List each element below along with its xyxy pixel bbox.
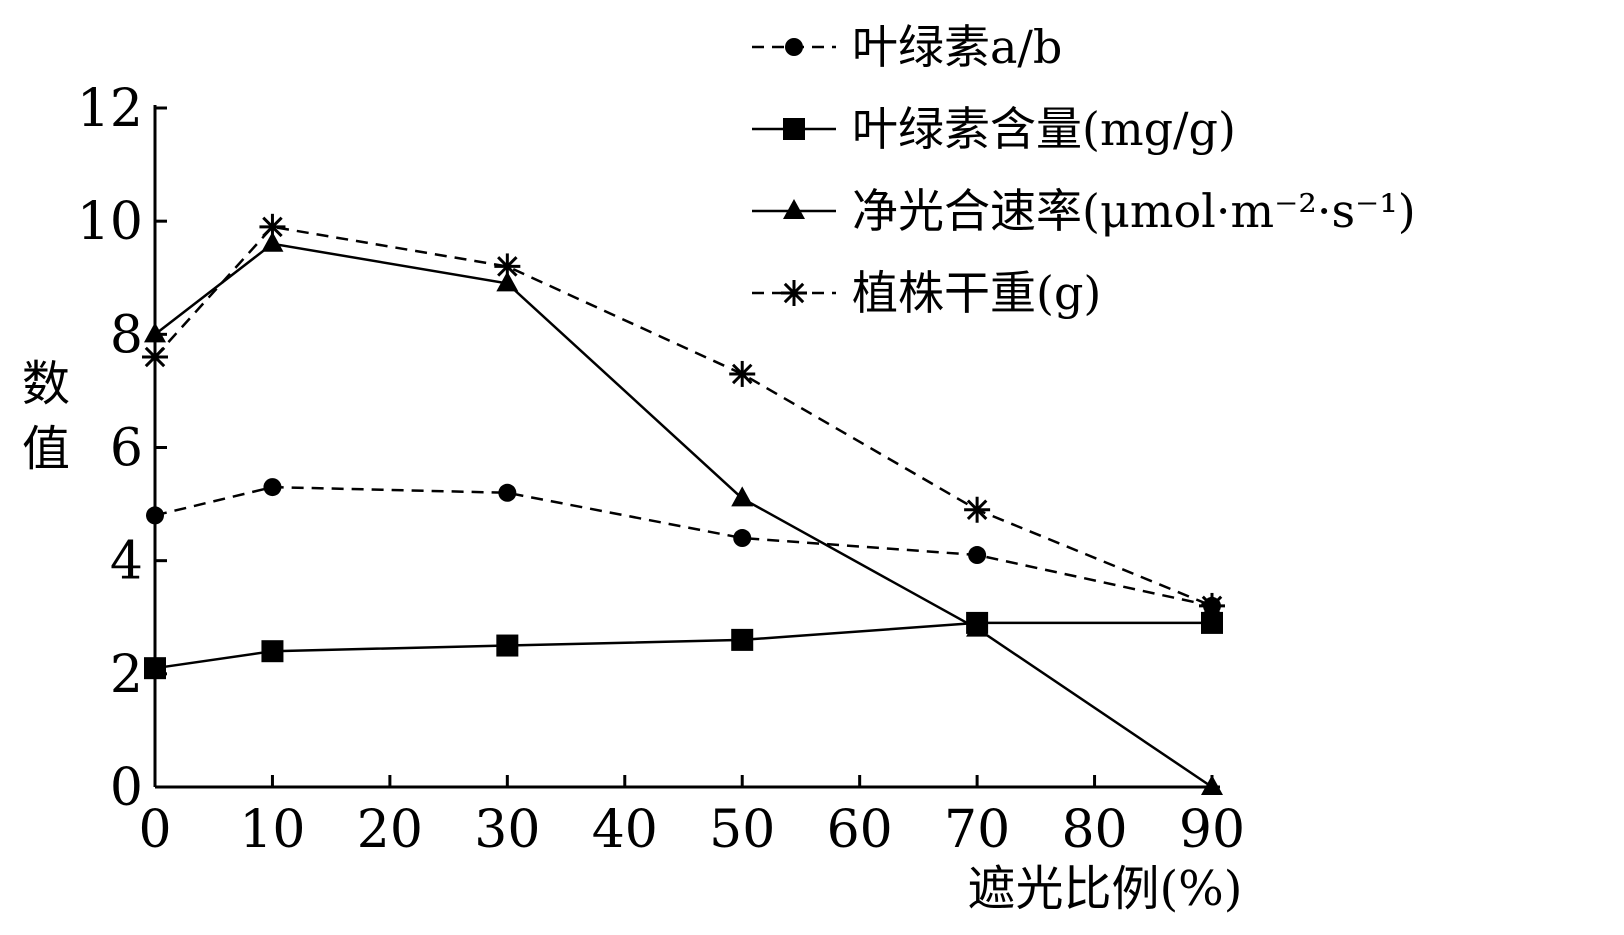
y-tick-label: 12 bbox=[77, 79, 143, 139]
legend-item-chl-content: 叶绿素含量(mg/g) bbox=[752, 102, 1236, 156]
chl-ab-ratio-line bbox=[154, 485, 1213, 608]
dry-weight-marker bbox=[259, 213, 286, 240]
net-photosynthesis-line bbox=[154, 242, 1213, 789]
legend-item-chl-ab-ratio: 叶绿素a/b bbox=[752, 20, 1062, 74]
legend-label: 叶绿素a/b bbox=[852, 20, 1062, 74]
legend: 叶绿素a/b 叶绿素含量(mg/g) 净光合速率(μmol·m⁻²·s⁻¹) 植株干重… bbox=[752, 20, 1416, 320]
asterisk-stroke bbox=[262, 216, 283, 238]
net-photosynthesis-marker bbox=[261, 231, 284, 252]
legend-net-photosynthesis-marker bbox=[783, 199, 805, 219]
x-tick-label: 50 bbox=[709, 800, 775, 860]
asterisk-stroke bbox=[497, 256, 518, 277]
x-tick-label: 80 bbox=[1061, 800, 1127, 860]
x-tick-label: 30 bbox=[474, 800, 540, 860]
x-tick-label: 60 bbox=[827, 800, 893, 860]
y-tick-label: 8 bbox=[110, 305, 143, 365]
dry-weight-marker bbox=[964, 496, 991, 523]
y-tick-label: 2 bbox=[110, 645, 143, 705]
x-axis-title: 遮光比例(%) bbox=[967, 861, 1242, 917]
legend-label: 净光合速率(μmol·m⁻²·s⁻¹) bbox=[852, 184, 1416, 238]
legend-label: 植株干重(g) bbox=[852, 266, 1101, 320]
axes: 数 值 遮光比例(%) 0 2 4 6 8 10 12 0 10 20 30 40 50 60 70 80 90 bbox=[22, 79, 1245, 917]
x-tick-label: 90 bbox=[1179, 800, 1245, 860]
legend-label: 叶绿素含量(mg/g) bbox=[852, 102, 1236, 156]
net-photosynthesis-marker bbox=[966, 616, 989, 637]
dry-weight-marker bbox=[729, 360, 756, 387]
asterisk-stroke bbox=[966, 499, 988, 520]
y-tick-label: 6 bbox=[110, 419, 143, 479]
legend-item-dry-weight: 植株干重(g) bbox=[752, 266, 1101, 320]
chl-content-marker bbox=[261, 640, 284, 663]
asterisk-stroke bbox=[1201, 595, 1223, 617]
y-tick-label: 10 bbox=[77, 192, 143, 252]
x-tick-label: 40 bbox=[592, 800, 658, 860]
legend-chl-ab-ratio-marker bbox=[785, 38, 803, 56]
chl-content-marker bbox=[731, 628, 754, 651]
legend-chl-content-marker bbox=[783, 118, 805, 140]
asterisk-stroke bbox=[731, 363, 753, 385]
chl-ab-ratio-marker bbox=[733, 529, 752, 548]
y-tick-label: 4 bbox=[110, 532, 143, 592]
chl-content-marker bbox=[1201, 611, 1223, 634]
asterisk-stroke bbox=[783, 282, 805, 304]
x-tick-label: 0 bbox=[138, 800, 171, 860]
y-tick-label: 0 bbox=[110, 758, 143, 818]
chl-content-marker bbox=[496, 634, 519, 657]
x-tick-label: 70 bbox=[944, 800, 1010, 860]
net-photosynthesis-marker bbox=[731, 486, 754, 507]
chl-content-line bbox=[154, 621, 1212, 670]
x-tick-label: 10 bbox=[239, 800, 305, 860]
dry-weight-marker bbox=[494, 253, 521, 280]
y-axis-title-char-1: 数 bbox=[22, 356, 70, 412]
chl-ab-ratio-marker bbox=[263, 478, 282, 497]
y-axis-title-char-2: 值 bbox=[22, 421, 70, 477]
chl-ab-ratio-marker bbox=[498, 483, 517, 502]
legend-item-net-photosynthesis: 净光合速率(μmol·m⁻²·s⁻¹) bbox=[752, 184, 1416, 238]
legend-dry-weight-marker bbox=[781, 280, 807, 306]
x-tick-label: 20 bbox=[357, 800, 423, 860]
net-photosynthesis-marker bbox=[496, 271, 519, 292]
dry-weight-line bbox=[154, 225, 1213, 608]
chl-ab-ratio-marker bbox=[968, 546, 987, 565]
dry-weight-marker bbox=[1199, 592, 1225, 619]
